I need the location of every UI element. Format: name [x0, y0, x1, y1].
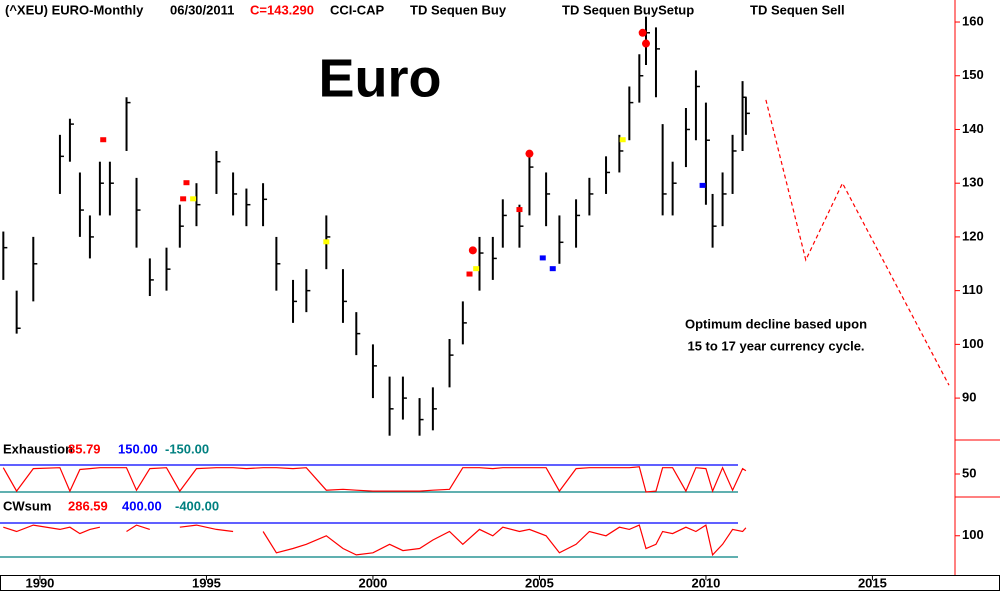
x-tick-label: 2005 [525, 575, 554, 590]
y-tick-label: 160 [962, 13, 984, 28]
chart-title: Euro [318, 48, 441, 108]
x-tick-label: 1990 [25, 575, 54, 590]
signal-square [473, 266, 480, 272]
signal-square [539, 255, 546, 261]
y-tick-label: 140 [962, 121, 984, 136]
signal-square [180, 196, 187, 202]
panel-title: Exhaustion [3, 441, 73, 456]
signal-dot [641, 39, 650, 48]
signal-dot [525, 149, 534, 158]
y-tick-label: 90 [962, 390, 976, 405]
level-label: 400.00 [122, 498, 162, 513]
level-label: -400.00 [175, 498, 219, 513]
annotation: 15 to 17 year currency cycle. [687, 338, 864, 353]
signal-square [323, 239, 330, 245]
last-value: 286.59 [68, 498, 108, 513]
signal-dot [638, 28, 647, 37]
signal-square [699, 182, 706, 188]
signal-square [183, 180, 190, 186]
level-label: 150.00 [118, 441, 158, 456]
signal-square [619, 137, 626, 143]
signal-square [100, 137, 107, 143]
last-value: 85.79 [68, 441, 101, 456]
indicator-line [3, 524, 747, 557]
y-tick-label: 120 [962, 228, 984, 243]
projection-line [765, 99, 950, 386]
header-label: CCI-CAP [330, 2, 384, 17]
annotation: Optimum decline based upon [685, 316, 867, 331]
signal-square [516, 207, 523, 213]
y-tick-label: 150 [962, 67, 984, 82]
header-label: 06/30/2011 [170, 2, 234, 17]
header-label: TD Sequen BuySetup [562, 2, 694, 17]
header-label: (^XEU) EURO-Monthly [5, 2, 144, 17]
y-tick-label: 100 [962, 336, 984, 351]
header-label: TD Sequen Sell [750, 2, 845, 17]
indicator-line [2, 466, 747, 493]
y-tick-label: 50 [962, 465, 976, 480]
signal-square [466, 271, 473, 277]
signal-square [190, 196, 197, 202]
signal-dot [468, 246, 477, 255]
x-tick-label: 2000 [358, 575, 387, 590]
y-tick-label: 130 [962, 175, 984, 190]
x-tick-label: 2010 [691, 575, 720, 590]
level-label: -150.00 [165, 441, 209, 456]
y-tick-label: 110 [962, 282, 983, 297]
header-label: TD Sequen Buy [410, 2, 507, 17]
header-label: C=143.290 [250, 2, 314, 17]
x-tick-label: 1995 [192, 575, 221, 590]
signal-square [549, 266, 556, 272]
panel-title: CWsum [3, 498, 51, 513]
y-tick-label: 100 [962, 527, 984, 542]
x-tick-label: 2015 [858, 575, 887, 590]
